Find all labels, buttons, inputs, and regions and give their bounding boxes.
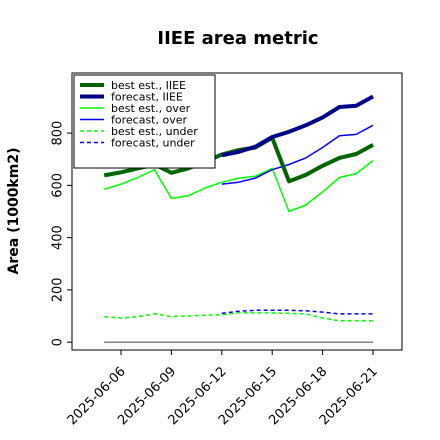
y-tick-label: 0 (51, 338, 66, 346)
legend-label: forecast, under (111, 137, 195, 150)
y-tick-label: 400 (51, 225, 66, 250)
plot-frame (71, 72, 403, 351)
series-best-est-over (103, 159, 374, 213)
legend-label: best est., under (111, 125, 198, 138)
series-forecast-iiee (221, 94, 374, 158)
y-tick-label: 200 (51, 277, 66, 302)
legend-label: forecast, over (111, 114, 187, 127)
chart-title: IIEE area metric (157, 28, 318, 49)
y-tick-label: 800 (51, 121, 66, 146)
legend-box (73, 74, 216, 169)
legend-label: best est., over (111, 102, 191, 115)
legend-label: forecast, IIEE (111, 91, 183, 104)
series-forecast-over (221, 124, 374, 185)
series-best-est-under (104, 312, 373, 322)
y-tick-label: 600 (51, 173, 66, 198)
legend-label: best est., IIEE (111, 79, 186, 92)
y-axis-label: Area (1000km2) (6, 148, 22, 275)
series-forecast-under (221, 309, 373, 315)
